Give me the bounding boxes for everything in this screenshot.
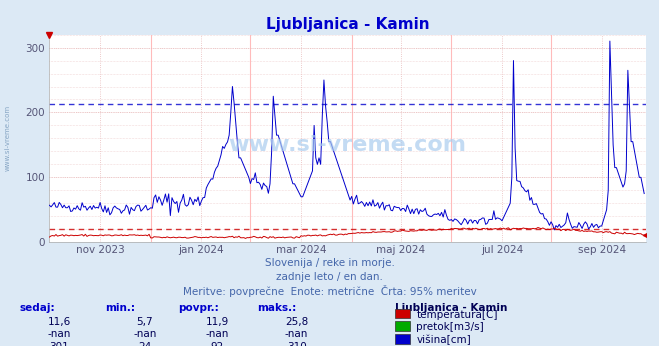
Text: 5,7: 5,7 xyxy=(136,317,154,327)
Text: 92: 92 xyxy=(211,342,224,346)
Text: Meritve: povprečne  Enote: metrične  Črta: 95% meritev: Meritve: povprečne Enote: metrične Črta:… xyxy=(183,285,476,298)
Text: -nan: -nan xyxy=(206,329,229,339)
Text: 11,9: 11,9 xyxy=(206,317,229,327)
Text: 24: 24 xyxy=(138,342,152,346)
Text: -nan: -nan xyxy=(133,329,157,339)
Text: 25,8: 25,8 xyxy=(285,317,308,327)
Text: pretok[m3/s]: pretok[m3/s] xyxy=(416,322,484,332)
Text: -nan: -nan xyxy=(47,329,71,339)
Text: višina[cm]: višina[cm] xyxy=(416,335,471,345)
Text: 301: 301 xyxy=(49,342,69,346)
Title: Ljubljanica - Kamin: Ljubljanica - Kamin xyxy=(266,17,430,32)
Text: 11,6: 11,6 xyxy=(47,317,71,327)
Text: www.si-vreme.com: www.si-vreme.com xyxy=(5,105,11,172)
Text: zadnje leto / en dan.: zadnje leto / en dan. xyxy=(276,272,383,282)
Text: www.si-vreme.com: www.si-vreme.com xyxy=(229,135,467,155)
Text: -nan: -nan xyxy=(285,329,308,339)
Text: Ljubljanica - Kamin: Ljubljanica - Kamin xyxy=(395,303,508,313)
Text: sedaj:: sedaj: xyxy=(20,303,55,313)
Text: 310: 310 xyxy=(287,342,306,346)
Text: Slovenija / reke in morje.: Slovenija / reke in morje. xyxy=(264,258,395,268)
Text: temperatura[C]: temperatura[C] xyxy=(416,310,498,319)
Text: maks.:: maks.: xyxy=(257,303,297,313)
Text: povpr.:: povpr.: xyxy=(178,303,219,313)
Text: min.:: min.: xyxy=(105,303,136,313)
